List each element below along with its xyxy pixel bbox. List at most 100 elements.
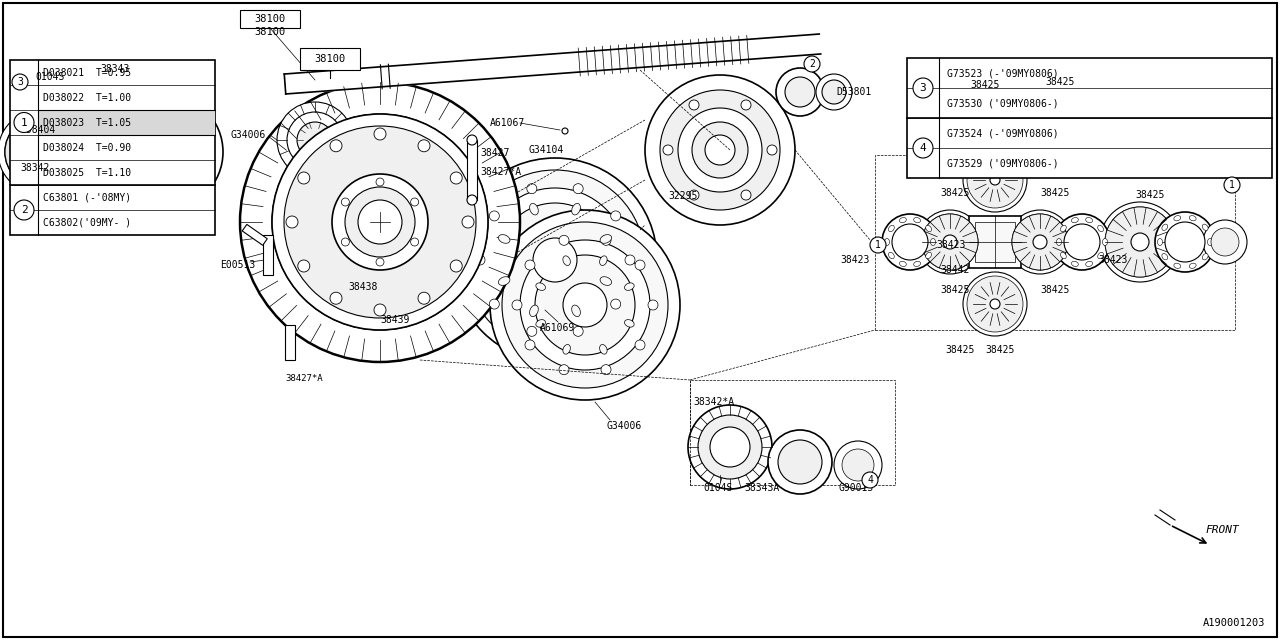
- Circle shape: [330, 140, 342, 152]
- Text: 38425: 38425: [941, 188, 970, 198]
- Ellipse shape: [1162, 224, 1167, 230]
- Ellipse shape: [187, 180, 195, 188]
- Circle shape: [611, 299, 621, 309]
- Circle shape: [973, 282, 1018, 326]
- Circle shape: [297, 122, 333, 158]
- Circle shape: [573, 326, 584, 337]
- Ellipse shape: [1056, 239, 1061, 246]
- Circle shape: [922, 214, 978, 270]
- Circle shape: [14, 113, 35, 132]
- Text: A190001203: A190001203: [1202, 618, 1265, 628]
- Circle shape: [882, 214, 938, 270]
- Circle shape: [276, 102, 353, 178]
- Text: 38425: 38425: [946, 345, 974, 355]
- Ellipse shape: [170, 109, 179, 115]
- Circle shape: [1224, 177, 1240, 193]
- Ellipse shape: [563, 344, 571, 354]
- Text: G34006: G34006: [605, 421, 641, 431]
- Text: 38425: 38425: [970, 80, 1000, 90]
- Circle shape: [5, 117, 76, 187]
- Circle shape: [768, 430, 832, 494]
- Circle shape: [241, 82, 520, 362]
- Circle shape: [918, 210, 982, 274]
- Text: C63801 (-'08MY): C63801 (-'08MY): [44, 193, 131, 202]
- Circle shape: [342, 238, 349, 246]
- Circle shape: [527, 326, 536, 337]
- Circle shape: [861, 472, 878, 488]
- Circle shape: [411, 238, 419, 246]
- Ellipse shape: [530, 305, 539, 317]
- Ellipse shape: [625, 319, 634, 327]
- Ellipse shape: [884, 239, 890, 246]
- Text: 1: 1: [876, 240, 881, 250]
- Text: D038023  T=1.05: D038023 T=1.05: [44, 118, 131, 127]
- Circle shape: [660, 90, 780, 210]
- Circle shape: [943, 235, 957, 249]
- Ellipse shape: [572, 305, 580, 317]
- Text: 38425: 38425: [1046, 77, 1075, 87]
- Circle shape: [376, 178, 384, 186]
- Text: 0104S: 0104S: [703, 483, 732, 493]
- Circle shape: [689, 405, 772, 489]
- Bar: [467, 140, 477, 200]
- Text: D038025  T=1.10: D038025 T=1.10: [44, 168, 131, 177]
- Circle shape: [273, 114, 488, 330]
- Text: 38438: 38438: [348, 282, 378, 292]
- Ellipse shape: [925, 225, 932, 232]
- Text: 38100: 38100: [255, 27, 285, 37]
- Circle shape: [451, 260, 462, 272]
- Ellipse shape: [900, 261, 906, 266]
- Circle shape: [342, 198, 349, 206]
- Text: 38100: 38100: [255, 14, 285, 24]
- Ellipse shape: [136, 116, 143, 124]
- Circle shape: [778, 440, 822, 484]
- Circle shape: [108, 94, 223, 210]
- Text: D038024  T=0.90: D038024 T=0.90: [44, 143, 131, 152]
- Circle shape: [817, 74, 852, 110]
- Text: 38425: 38425: [1041, 285, 1070, 295]
- Circle shape: [913, 78, 933, 98]
- Circle shape: [922, 214, 978, 270]
- Circle shape: [1105, 207, 1175, 277]
- Circle shape: [602, 236, 611, 245]
- Circle shape: [140, 127, 189, 177]
- Ellipse shape: [563, 256, 571, 266]
- Text: A61067: A61067: [490, 118, 525, 128]
- Circle shape: [489, 211, 499, 221]
- Circle shape: [989, 299, 1000, 309]
- Text: G73529 ('09MY0806-): G73529 ('09MY0806-): [947, 158, 1059, 168]
- Text: 38423: 38423: [841, 255, 870, 265]
- Polygon shape: [284, 34, 820, 94]
- Bar: [876, 155, 1235, 330]
- Ellipse shape: [925, 252, 932, 259]
- Text: 38425: 38425: [1135, 190, 1165, 200]
- Circle shape: [535, 255, 635, 355]
- Text: D53801: D53801: [836, 87, 872, 97]
- Circle shape: [822, 80, 846, 104]
- Text: 32295: 32295: [668, 191, 698, 201]
- Ellipse shape: [1071, 218, 1078, 223]
- Circle shape: [332, 174, 428, 270]
- Text: 38423: 38423: [936, 240, 965, 250]
- Circle shape: [986, 294, 1005, 314]
- Text: E00513: E00513: [220, 260, 255, 270]
- Circle shape: [520, 240, 650, 370]
- Circle shape: [465, 170, 645, 350]
- Ellipse shape: [1085, 261, 1093, 266]
- Ellipse shape: [530, 204, 539, 215]
- Ellipse shape: [151, 189, 160, 195]
- Ellipse shape: [122, 147, 127, 157]
- Circle shape: [1211, 228, 1239, 256]
- Circle shape: [913, 138, 933, 158]
- Circle shape: [689, 190, 699, 200]
- Ellipse shape: [599, 344, 607, 354]
- Text: A61069: A61069: [540, 323, 575, 333]
- Circle shape: [451, 172, 462, 184]
- Circle shape: [1064, 224, 1100, 260]
- Circle shape: [525, 340, 535, 350]
- Ellipse shape: [1189, 216, 1196, 221]
- Ellipse shape: [498, 276, 509, 285]
- Ellipse shape: [198, 166, 205, 174]
- Ellipse shape: [1085, 218, 1093, 223]
- Circle shape: [489, 299, 499, 309]
